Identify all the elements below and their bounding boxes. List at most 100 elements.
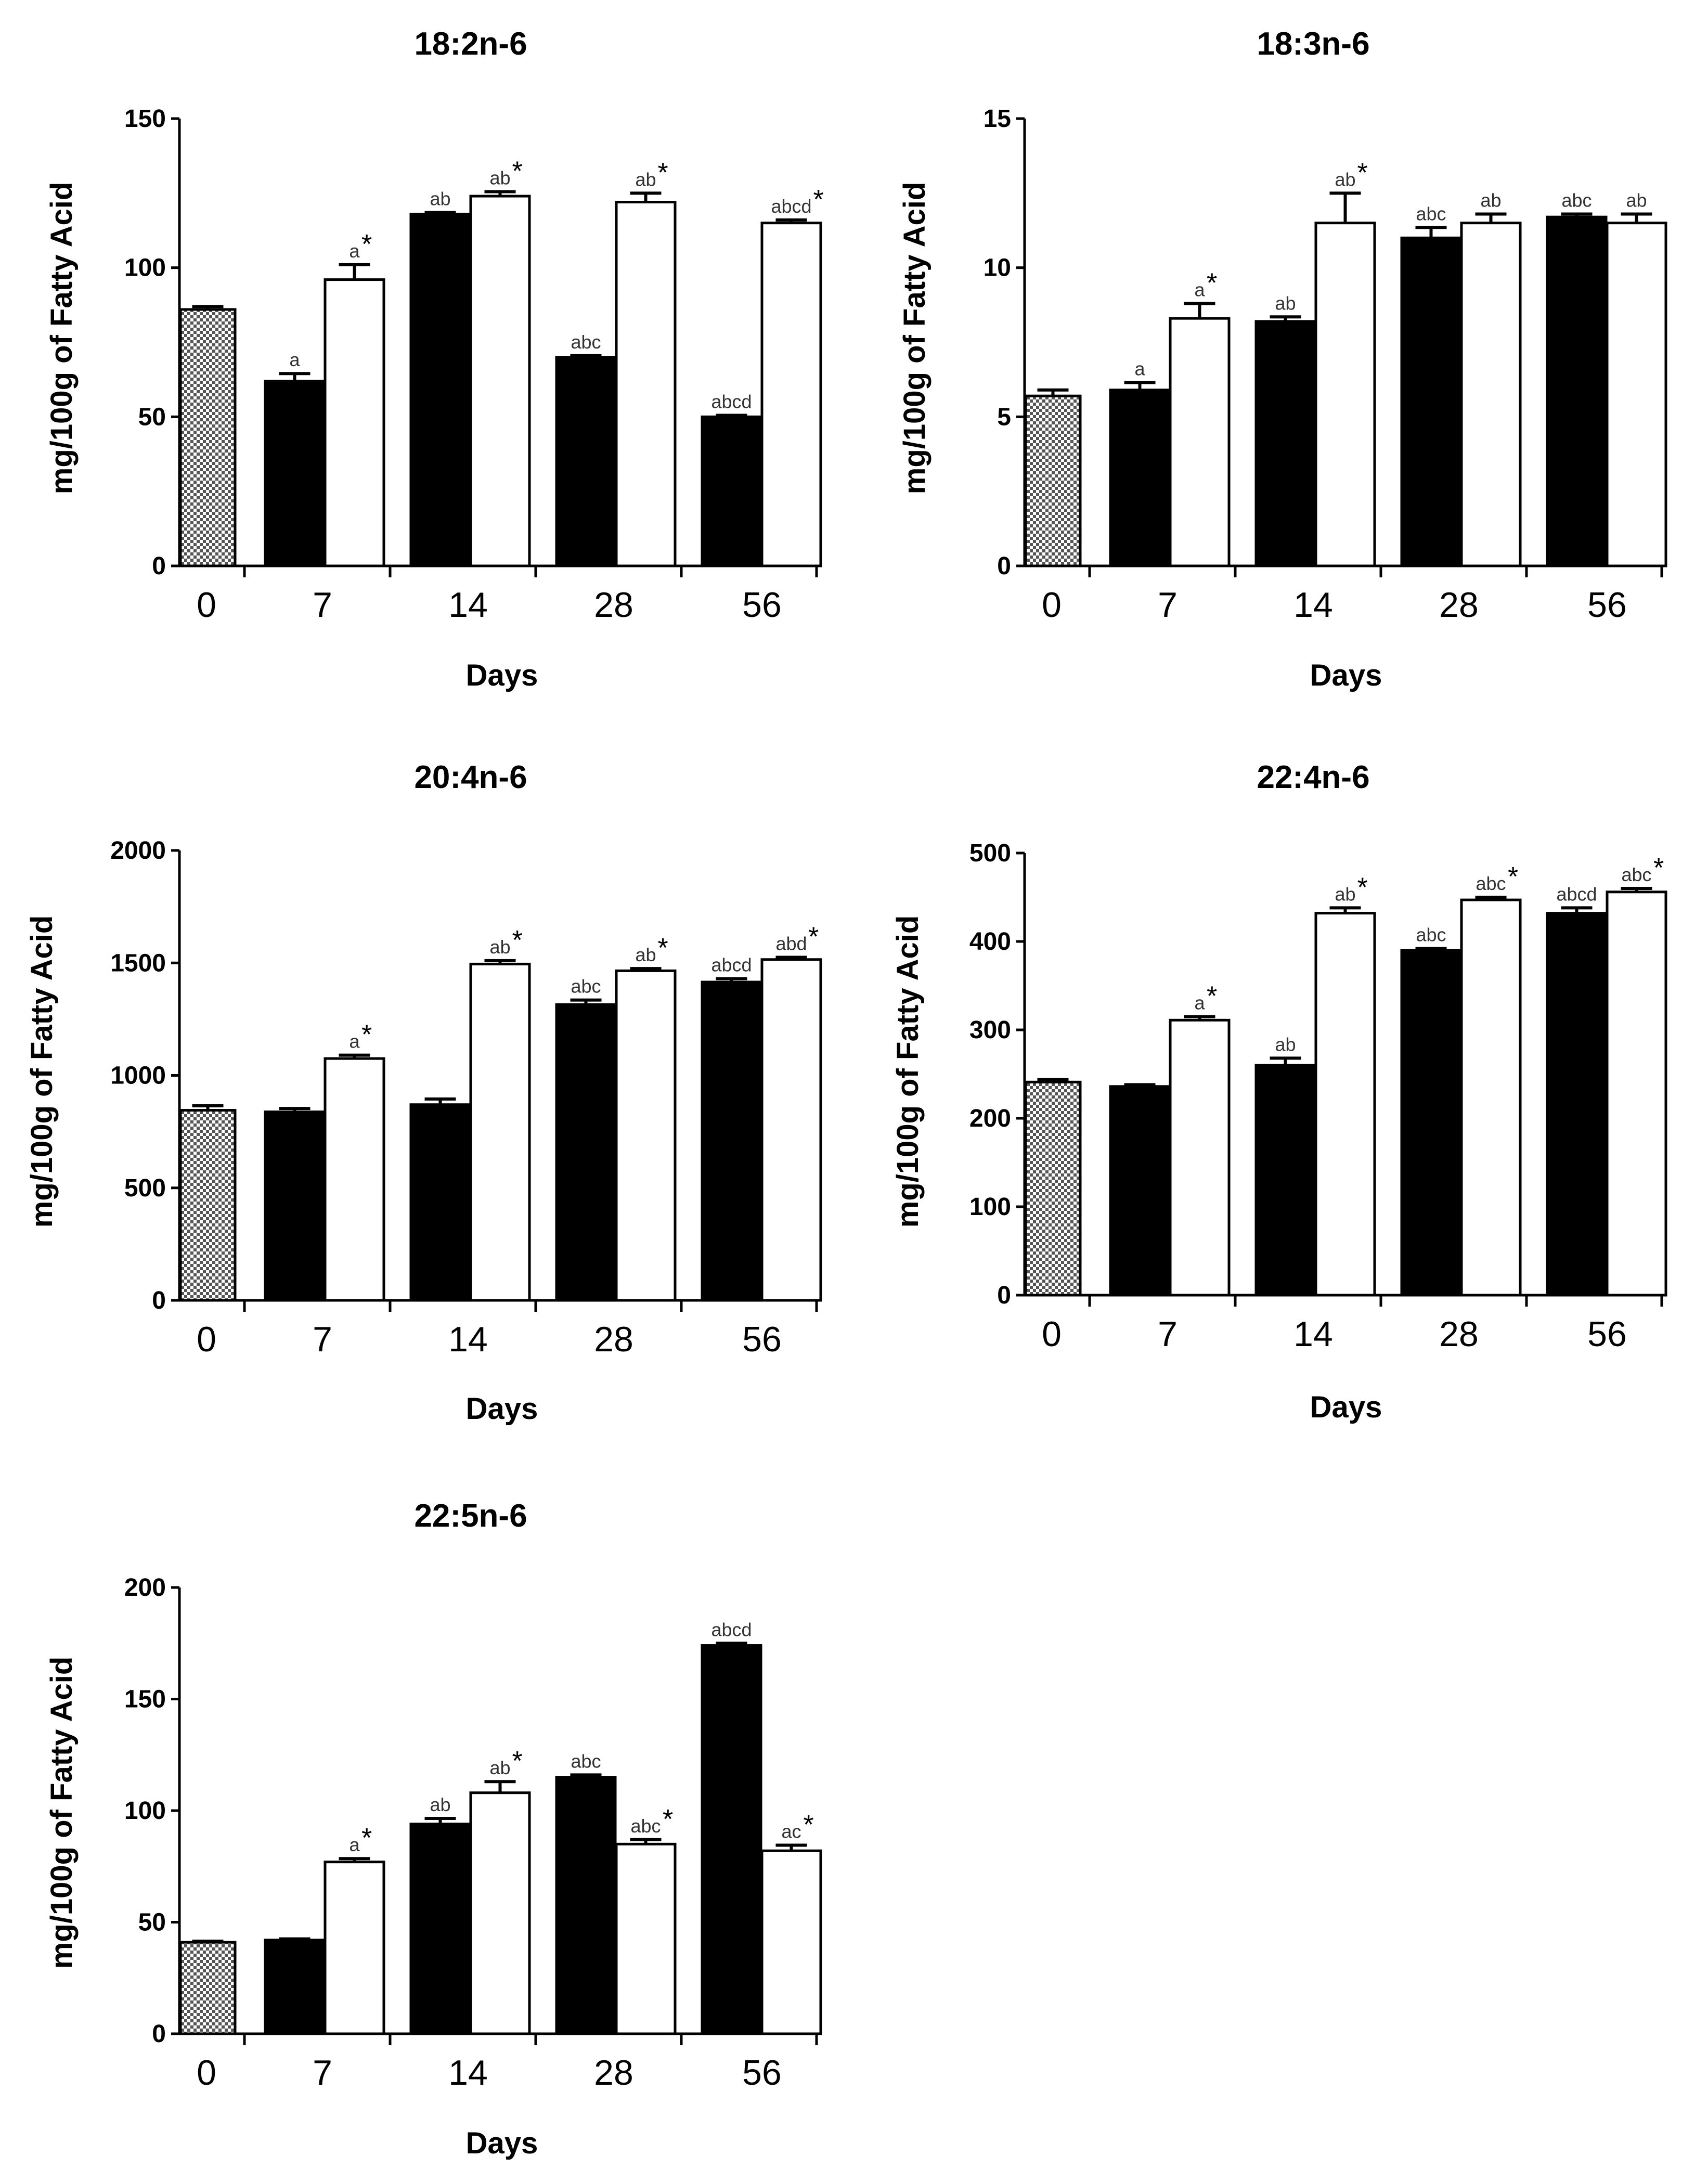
significance-star: * bbox=[1207, 982, 1217, 1012]
panel-18-2n-6: 18:2n-6 mg/100g of Fatty Acid Days 0 50 10… bbox=[45, 26, 824, 692]
significance-label: abcd bbox=[1556, 883, 1597, 905]
bar-white bbox=[615, 201, 677, 567]
significance-label: abcd bbox=[711, 954, 752, 976]
bar-black bbox=[555, 1003, 617, 1302]
significance-label: abc bbox=[1416, 924, 1446, 946]
significance-star: * bbox=[804, 1810, 814, 1840]
x-tick-label: 14 bbox=[1293, 1314, 1333, 1354]
significance-label: abc bbox=[1561, 189, 1591, 211]
y-axis-label: mg/100g of Fatty Acid bbox=[45, 1657, 79, 1969]
x-tick-label: 56 bbox=[742, 2053, 782, 2093]
bar-white bbox=[469, 1791, 531, 2035]
significance-star: * bbox=[663, 1804, 673, 1835]
significance-star: * bbox=[361, 1020, 372, 1050]
x-axis-label: Days bbox=[1310, 659, 1382, 692]
bar-day0 bbox=[1024, 394, 1082, 567]
bar-black bbox=[1546, 215, 1608, 567]
significance-label: ab bbox=[489, 1757, 510, 1778]
significance-label: a bbox=[349, 1834, 360, 1855]
significance-label: ab bbox=[1335, 883, 1355, 905]
bar-day0 bbox=[1024, 1080, 1082, 1297]
panel-title: 20:4n-6 bbox=[414, 759, 527, 795]
y-tick-label: 500 bbox=[124, 1174, 166, 1202]
bar-black bbox=[264, 1111, 326, 1302]
significance-label: ac bbox=[781, 1821, 801, 1842]
bar-white bbox=[469, 195, 531, 567]
y-tick-label: 150 bbox=[124, 105, 166, 133]
bar-day0 bbox=[179, 308, 237, 567]
y-tick-label: 300 bbox=[969, 1016, 1011, 1044]
significance-star: * bbox=[512, 1746, 523, 1776]
x-tick-label: 56 bbox=[742, 1320, 782, 1359]
panel-22-4n-6: 22:4n-6 mg/100g of Fatty Acid Days 0 100 2… bbox=[891, 759, 1667, 1424]
bar-black bbox=[264, 380, 326, 567]
x-tick-label: 7 bbox=[313, 1320, 332, 1359]
bar-black bbox=[409, 1823, 471, 2035]
y-axis-label: mg/100g of Fatty Acid bbox=[891, 915, 925, 1228]
significance-label: ab bbox=[489, 936, 510, 958]
x-tick-label: 28 bbox=[1439, 585, 1479, 625]
significance-star: * bbox=[361, 229, 372, 260]
bar-white bbox=[615, 969, 677, 1302]
x-tick-label: 7 bbox=[313, 2053, 332, 2093]
y-tick-label: 1000 bbox=[110, 1062, 166, 1090]
bar-white bbox=[469, 962, 531, 1302]
y-tick-label: 0 bbox=[152, 552, 166, 580]
significance-star: * bbox=[361, 1823, 372, 1853]
bar-black bbox=[409, 212, 471, 567]
significance-label: abc bbox=[571, 1750, 601, 1772]
panel-title: 18:3n-6 bbox=[1257, 26, 1369, 62]
y-tick-label: 50 bbox=[138, 403, 166, 431]
x-tick-label: 28 bbox=[594, 1320, 633, 1359]
significance-label: abcd bbox=[711, 1619, 752, 1640]
significance-label: ab bbox=[489, 167, 510, 188]
significance-label: ab bbox=[1275, 292, 1296, 314]
significance-label: ab bbox=[430, 188, 450, 210]
y-tick-label: 100 bbox=[124, 1797, 166, 1825]
y-tick-label: 10 bbox=[984, 254, 1011, 282]
significance-label: a bbox=[349, 240, 360, 262]
significance-star: * bbox=[1357, 872, 1368, 902]
bar-black bbox=[1254, 1064, 1316, 1297]
panel-20-4n-6: 20:4n-6 mg/100g of Fatty Acid Days 0 500 1… bbox=[25, 759, 822, 1426]
significance-label: a bbox=[1134, 358, 1145, 379]
bar-white bbox=[1606, 890, 1667, 1297]
y-tick-label: 200 bbox=[124, 1574, 166, 1602]
x-axis-label: Days bbox=[466, 659, 538, 692]
x-tick-label: 14 bbox=[1293, 585, 1333, 625]
bar-black bbox=[1109, 389, 1171, 567]
bar-white bbox=[1460, 898, 1522, 1297]
significance-label: abc bbox=[571, 331, 601, 353]
x-tick-label: 0 bbox=[1042, 1314, 1062, 1354]
bar-black bbox=[701, 980, 762, 1302]
x-tick-label: 14 bbox=[448, 585, 488, 625]
x-axis-label: Days bbox=[466, 1392, 538, 1426]
bar-black bbox=[1546, 912, 1608, 1297]
x-tick-label: 14 bbox=[448, 1320, 488, 1359]
bar-white bbox=[615, 1842, 677, 2035]
y-tick-label: 0 bbox=[152, 2020, 166, 2048]
bar-black bbox=[1254, 320, 1316, 567]
bar-white bbox=[1314, 912, 1376, 1297]
significance-label: ab bbox=[430, 1794, 450, 1815]
significance-star: * bbox=[813, 185, 824, 215]
significance-label: abd bbox=[775, 933, 807, 954]
bar-black bbox=[555, 1776, 617, 2035]
bar-white bbox=[1314, 222, 1376, 567]
significance-star: * bbox=[512, 925, 523, 956]
x-tick-label: 7 bbox=[1158, 585, 1178, 625]
significance-label: abc bbox=[1621, 864, 1651, 885]
x-axis-label: Days bbox=[1310, 1390, 1382, 1424]
significance-star: * bbox=[658, 158, 668, 188]
y-tick-label: 200 bbox=[969, 1105, 1011, 1132]
significance-label: a bbox=[1194, 279, 1205, 300]
significance-label: a bbox=[1194, 992, 1205, 1014]
y-tick-label: 15 bbox=[984, 105, 1011, 133]
x-tick-label: 28 bbox=[594, 585, 633, 625]
panel-title: 22:4n-6 bbox=[1257, 759, 1369, 795]
significance-star: * bbox=[658, 933, 668, 963]
y-tick-label: 2000 bbox=[110, 837, 166, 864]
